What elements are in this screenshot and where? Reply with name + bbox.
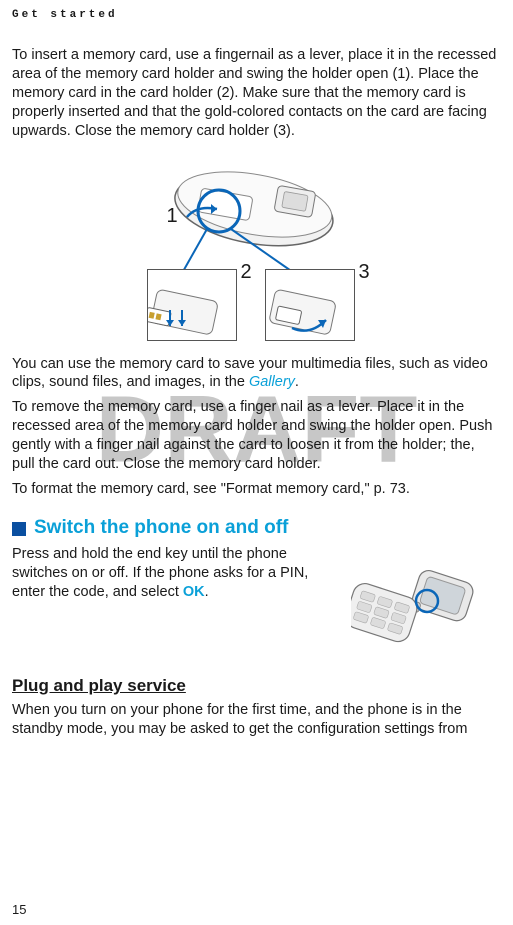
figure-label-2: 2 [241, 259, 252, 285]
switch-text-b: . [205, 584, 209, 600]
format-card-paragraph: To format the memory card, see "Format m… [12, 480, 501, 499]
switch-phone-paragraph: Press and hold the end key until the pho… [12, 545, 337, 602]
section-title-switch: Switch the phone on and off [34, 516, 288, 541]
remove-card-paragraph: To remove the memory card, use a finger … [12, 398, 501, 473]
page-header: Get started [12, 8, 501, 22]
phone-power-figure [351, 545, 501, 655]
memory-card-figure: 1 2 [12, 147, 501, 347]
plug-play-paragraph: When you turn on your phone for the firs… [12, 701, 501, 739]
section-bullet-icon [12, 522, 26, 536]
switch-text-a: Press and hold the end key until the pho… [12, 546, 308, 600]
subsection-plug-play: Plug and play service [12, 675, 501, 697]
gallery-link[interactable]: Gallery [249, 374, 295, 390]
para2-text-b: . [295, 374, 299, 390]
inset-step-2 [147, 269, 237, 341]
section-switch-phone: Switch the phone on and off [12, 516, 501, 541]
gallery-paragraph: You can use the memory card to save your… [12, 355, 501, 393]
insert-card-paragraph: To insert a memory card, use a fingernai… [12, 46, 501, 140]
page-number: 15 [12, 902, 26, 919]
figure-label-1: 1 [167, 203, 178, 229]
inset-step-3 [265, 269, 355, 341]
ok-link[interactable]: OK [183, 584, 205, 600]
figure-label-3: 3 [359, 259, 370, 285]
